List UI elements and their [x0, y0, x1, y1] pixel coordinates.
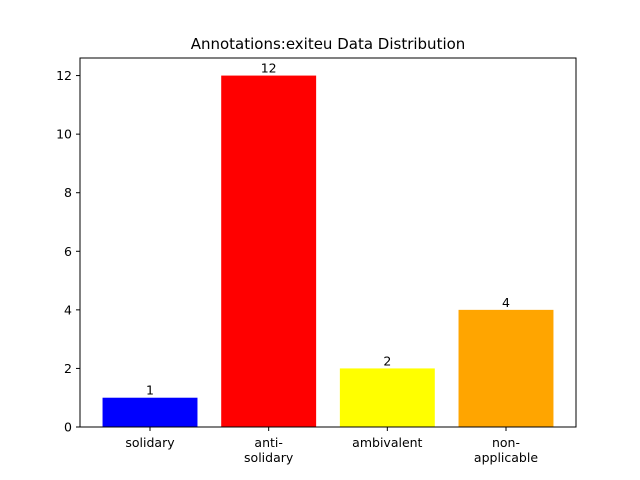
y-tick-label-3: 6 [64, 244, 72, 259]
bar-value-label-3: 4 [502, 295, 510, 310]
chart-title: Annotations:exiteu Data Distribution [191, 35, 466, 53]
bar-value-label-2: 2 [383, 353, 391, 368]
bar-value-label-1: 12 [261, 61, 277, 76]
bar-0 [102, 397, 198, 427]
y-tick-label-0: 0 [64, 420, 72, 435]
x-tick-label-3: non-applicable [474, 435, 538, 465]
y-tick-label-2: 4 [64, 302, 72, 317]
y-tick-label-4: 8 [64, 185, 72, 200]
y-tick-label-5: 10 [56, 127, 72, 142]
bar-3 [458, 309, 554, 427]
x-axis: solidary anti-solidary ambivalent non-appli… [125, 427, 538, 465]
data-labels-group: 1 12 2 4 [146, 61, 510, 398]
x-tick-label-1: anti-solidary [244, 435, 294, 465]
y-axis: 0 2 4 6 8 10 12 [56, 68, 80, 435]
y-tick-label-6: 12 [56, 68, 72, 83]
bar-2 [339, 368, 435, 427]
y-tick-label-1: 2 [64, 361, 72, 376]
bars-group [102, 75, 554, 428]
bar-1 [221, 75, 317, 428]
plot-frame [79, 57, 577, 428]
x-tick-label-0: solidary [125, 435, 175, 450]
x-tick-label-2: ambivalent [352, 435, 422, 450]
bar-value-label-0: 1 [146, 383, 154, 398]
